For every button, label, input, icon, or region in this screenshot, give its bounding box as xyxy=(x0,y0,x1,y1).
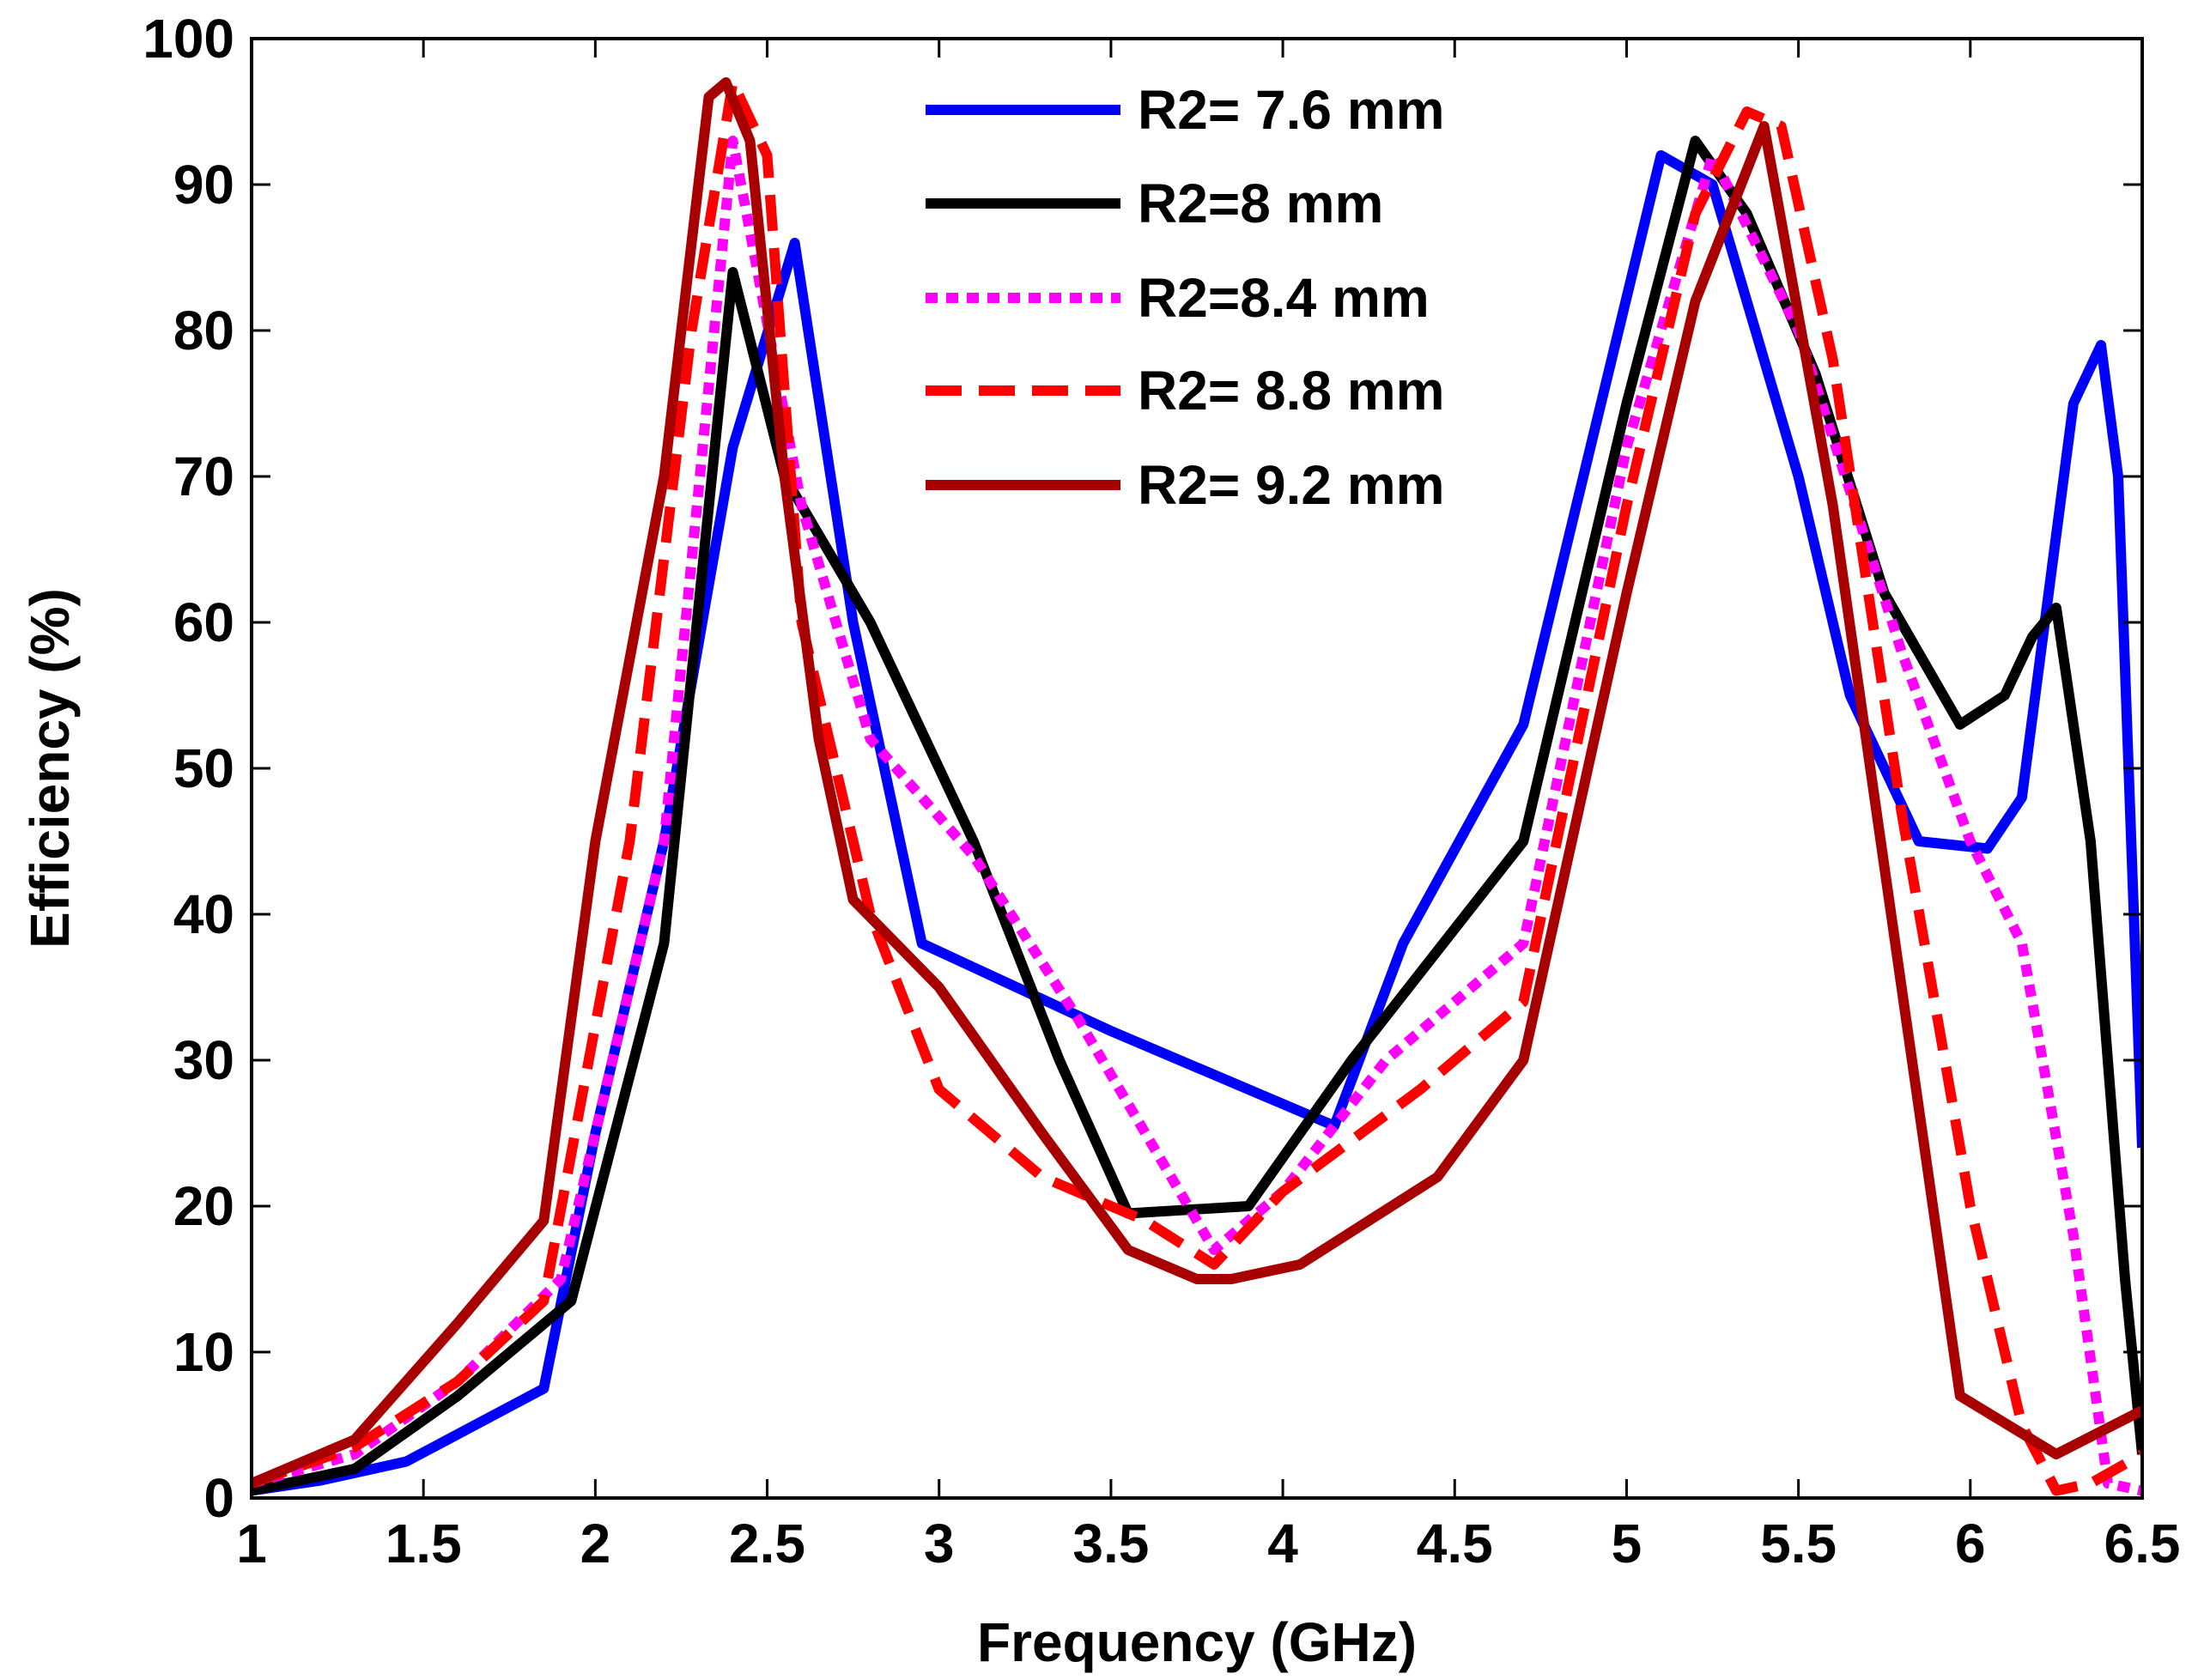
series-line-4 xyxy=(252,77,2142,1496)
y-tick-label: 70 xyxy=(173,446,234,507)
legend-label-3: R2=8.4 mm xyxy=(1138,267,1430,329)
series-layer xyxy=(252,77,2142,1496)
x-tick-label: 6 xyxy=(1955,1513,1986,1574)
series-line-2 xyxy=(252,136,2142,1496)
y-tick-label: 80 xyxy=(173,300,234,361)
legend-label-5: R2= 9.2 mm xyxy=(1138,454,1445,516)
x-tick-label: 3.5 xyxy=(1072,1513,1149,1574)
legend-label-2: R2=8 mm xyxy=(1138,173,1383,234)
y-tick-label: 100 xyxy=(143,8,234,70)
y-tick-label: 90 xyxy=(173,154,234,215)
legend-label-1: R2= 7.6 mm xyxy=(1138,79,1445,141)
x-tick-label: 4.5 xyxy=(1417,1513,1493,1574)
y-tick-label: 20 xyxy=(173,1175,234,1237)
y-tick-label: 60 xyxy=(173,591,234,653)
series-line-5 xyxy=(252,77,2142,1489)
x-axis-title: Frequency (GHz) xyxy=(977,1611,1417,1673)
series-line-1 xyxy=(252,150,2142,1496)
x-tick-label: 2 xyxy=(580,1513,611,1574)
x-tick-label: 1 xyxy=(236,1513,267,1574)
y-axis-title: Efficiency (%) xyxy=(19,588,81,949)
x-tick-label: 4 xyxy=(1267,1513,1298,1574)
x-tick-label: 6.5 xyxy=(2104,1513,2181,1574)
x-tick-label: 5 xyxy=(1612,1513,1642,1574)
x-tick-label: 3 xyxy=(924,1513,955,1574)
legend-label-4: R2= 8.8 mm xyxy=(1138,360,1445,422)
ticks-layer: 1 1.5 2 2.5 3 3.5 4 4.5 5 5.5 6 6.5 0 10 20 30 40 50 60 70 8… xyxy=(143,8,2180,1574)
y-tick-label: 30 xyxy=(173,1029,234,1091)
legend: R2= 7.6 mm R2=8 mm R2=8.4 mm R2= 8.8 mm R2= … xyxy=(926,79,1445,516)
y-tick-label: 10 xyxy=(173,1321,234,1383)
x-tick-label: 1.5 xyxy=(386,1513,462,1574)
y-tick-label: 40 xyxy=(173,883,234,945)
x-tick-label: 5.5 xyxy=(1760,1513,1837,1574)
y-tick-label: 50 xyxy=(173,737,234,799)
x-tick-label: 2.5 xyxy=(729,1513,805,1574)
y-tick-label: 0 xyxy=(203,1467,234,1529)
